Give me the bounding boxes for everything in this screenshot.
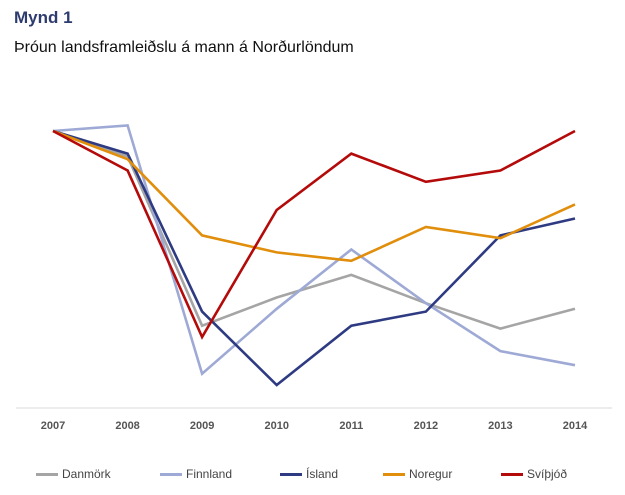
series-line [52,129,576,263]
x-tick-label: 2007 [41,420,65,432]
legend-item: Danmörk [36,462,111,486]
x-tick-label: 2008 [115,420,139,432]
legend-label: Danmörk [62,467,111,481]
legend-item: Ísland [280,462,338,486]
series-line [52,129,576,340]
legend-item: Noregur [383,462,452,486]
line-chart: 2007 2008 2009 2010 2011 2012 2013 2014 [16,124,612,432]
legend-swatch [383,472,405,476]
x-tick-labels: 2007 2008 2009 2010 2011 2012 2013 2014 [41,420,588,432]
legend-item: Finnland [160,462,232,486]
legend-swatch [160,472,182,476]
x-tick-label: 2012 [414,420,438,432]
series-line [52,129,576,330]
figure-title: Þróun landsframleiðslu á mann á Norðurlö… [14,39,354,56]
x-tick-label: 2013 [488,420,512,432]
x-tick-label: 2010 [264,420,288,432]
legend-swatch [501,472,523,476]
legend-item: Svíþjóð [501,462,567,486]
legend-label: Svíþjóð [527,467,568,481]
legend-swatch [280,472,302,476]
legend-swatch [36,472,58,476]
legend: Danmörk Finnland Ísland Noregur Svíþjóð [0,462,625,486]
series-layer [52,124,576,387]
legend-label: Ísland [306,467,339,481]
x-tick-label: 2014 [563,420,588,432]
legend-label: Noregur [409,467,453,481]
figure-label: Mynd 1 [14,8,73,27]
series-line [52,124,576,377]
x-tick-label: 2011 [339,420,363,432]
series-line [52,129,576,387]
legend-label: Finnland [186,467,233,481]
x-tick-label: 2009 [190,420,214,432]
